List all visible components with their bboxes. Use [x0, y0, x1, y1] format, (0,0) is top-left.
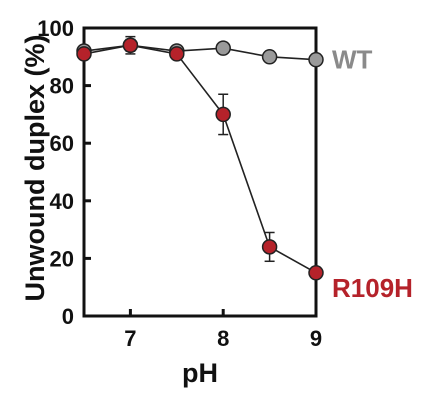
data-point-R109H — [169, 46, 185, 62]
y-tick-label: 80 — [50, 74, 74, 99]
y-axis-title: Unwound duplex (%) — [20, 35, 50, 302]
data-point-R109H — [122, 37, 139, 54]
x-tick-label: 7 — [124, 326, 136, 351]
x-tick-label: 8 — [217, 326, 229, 351]
data-point-WT — [261, 49, 278, 65]
x-tick-label: 9 — [310, 326, 322, 351]
y-tick-label: 0 — [62, 304, 74, 329]
y-tick-label: 20 — [50, 246, 74, 271]
axes — [82, 26, 318, 318]
x-axis-title: pH — [182, 358, 218, 388]
data-point-WT — [308, 51, 324, 68]
series-label-R109H: R109H — [332, 273, 413, 303]
data-point-R109H — [76, 46, 92, 62]
series-line-R109H — [83, 44, 317, 274]
series-label-WT: WT — [332, 45, 373, 75]
data-point-R109H — [215, 106, 231, 123]
y-tick-label: 40 — [50, 189, 74, 214]
y-tick-label: 60 — [50, 131, 74, 156]
y-tick-label: 100 — [37, 16, 74, 41]
tick-labels: 0 20 40 60 80 100 7 8 9 — [37, 16, 322, 351]
data-point-R109H — [261, 239, 278, 255]
series-labels: WT R109H — [332, 45, 413, 303]
data-point-R109H — [308, 265, 324, 281]
plot-frame — [82, 26, 318, 318]
series-markers — [76, 35, 324, 281]
data-point-WT — [215, 40, 231, 56]
series-lines — [83, 44, 317, 274]
